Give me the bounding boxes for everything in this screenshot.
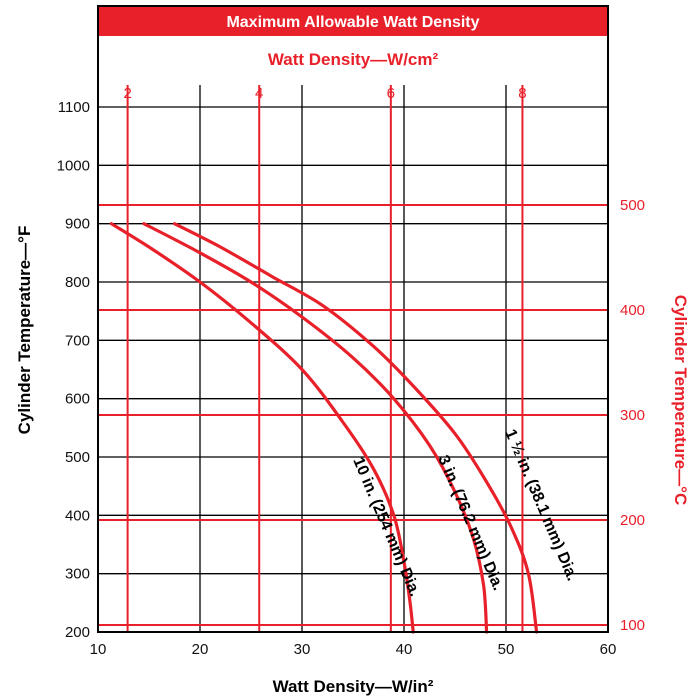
x-tick-label-40: 40 (396, 641, 413, 658)
secondary-x-tick-label-8: 8 (518, 85, 526, 102)
x-tick-label-50: 50 (498, 641, 515, 658)
secondary-x-tick-label-4: 4 (255, 85, 263, 102)
secondary-x-axis-title: Watt Density—W/cm² (268, 50, 439, 69)
grid-red (98, 85, 608, 632)
secondary-y-tick-label-200: 200 (620, 512, 645, 529)
series-curve-2 (172, 222, 539, 634)
secondary-y-axis-title: Cylinder Temperature—°C (671, 295, 690, 506)
series-curve-0 (109, 222, 415, 634)
secondary-y-tick-label-400: 400 (620, 302, 645, 319)
secondary-y-tick-label-500: 500 (620, 197, 645, 214)
y-tick-label-600: 600 (65, 391, 90, 408)
series-curve-1 (142, 222, 489, 634)
y-tick-label-200: 200 (65, 624, 90, 641)
x-tick-label-60: 60 (600, 641, 617, 658)
y-tick-label-400: 400 (65, 507, 90, 524)
secondary-x-tick-label-2: 2 (123, 85, 131, 102)
secondary-x-tick-label-6: 6 (387, 85, 395, 102)
y-axis-title: Cylinder Temperature—°F (15, 226, 34, 435)
x-tick-label-20: 20 (192, 641, 209, 658)
curve-label-10in: 10 in. (254 mm) Dia. (349, 455, 423, 599)
x-axis-title: Watt Density—W/in² (273, 677, 434, 696)
y-tick-label-1100: 1100 (58, 99, 90, 116)
y-tick-label-1000: 1000 (57, 157, 90, 174)
y-tick-label-300: 300 (65, 566, 90, 583)
title-banner (98, 6, 608, 36)
secondary-y-tick-label-100: 100 (620, 617, 645, 634)
series-layer (109, 222, 539, 634)
chart-title: Maximum Allowable Watt Density (226, 14, 479, 31)
tick-layer: 10 20 30 40 50 60 200 300 400 500 600 700 800 900 1000… (57, 85, 645, 658)
curve-label-3in: 3 in. (76.2 mm) Dia. (434, 453, 506, 593)
secondary-y-tick-label-300: 300 (620, 407, 645, 424)
y-tick-label-800: 800 (65, 274, 90, 291)
curve-label-1-5in: 1 ½ in. (38.1 mm) Dia. (501, 427, 580, 583)
plot-frame (97, 5, 609, 633)
y-tick-label-500: 500 (65, 449, 90, 466)
x-tick-label-10: 10 (90, 641, 107, 658)
y-tick-label-900: 900 (65, 216, 90, 233)
x-tick-label-30: 30 (294, 641, 311, 658)
y-tick-label-700: 700 (65, 332, 90, 349)
